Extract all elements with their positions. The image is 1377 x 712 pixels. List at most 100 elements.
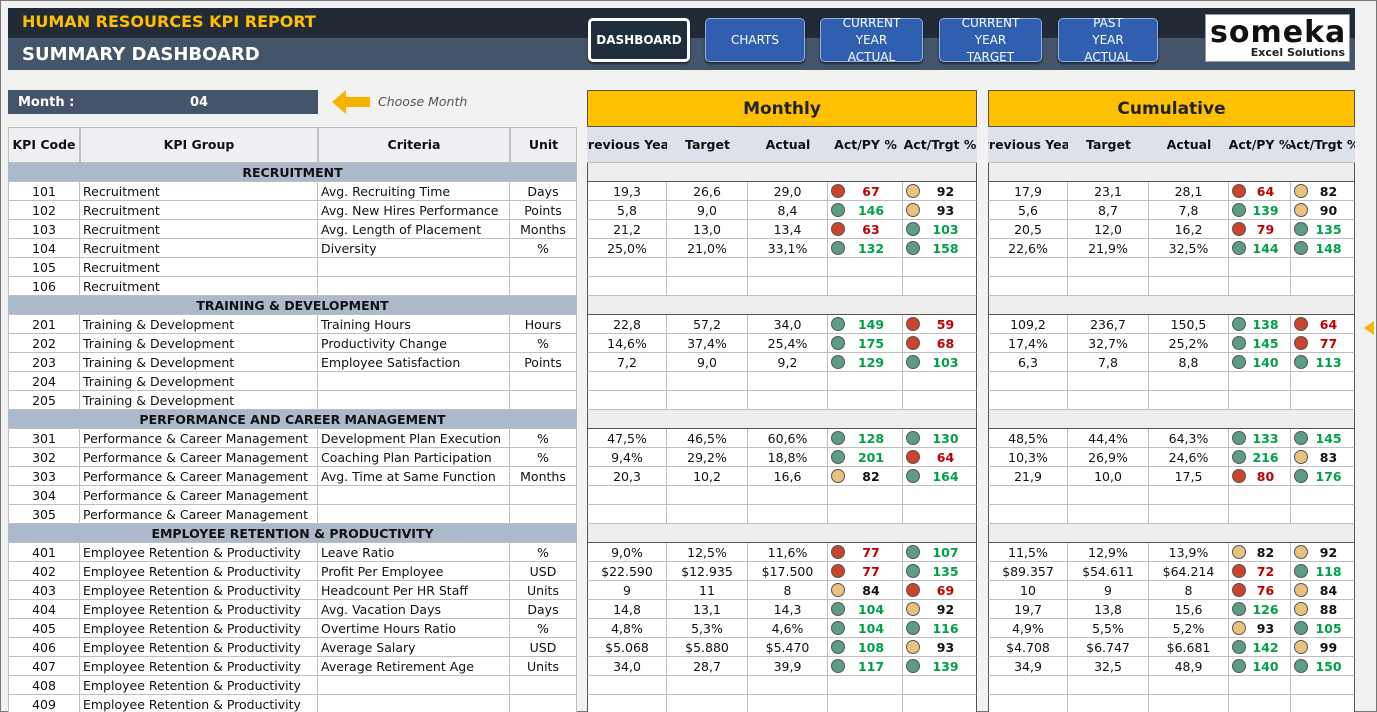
nav-button[interactable]: CHARTS (705, 18, 805, 62)
status-dot (831, 621, 845, 635)
cell-monthly: 92 (903, 600, 977, 619)
cell-group: Performance & Career Management (80, 505, 318, 524)
cell-code: 408 (8, 676, 80, 695)
section-spacer (988, 163, 1355, 182)
cell-monthly: $5.470 (748, 638, 828, 657)
ratio-value: 93 (1256, 620, 1275, 636)
ratio-value: 99 (1319, 639, 1338, 655)
cell-cumulative (988, 391, 1068, 410)
cell-cumulative: 16,2 (1149, 220, 1229, 239)
cell-cumulative: 142 (1229, 638, 1291, 657)
status-dot (906, 317, 920, 331)
cell-cumulative: 145 (1291, 429, 1355, 448)
nav-button[interactable]: DASHBOARD (588, 18, 690, 62)
cell-cumulative: 135 (1291, 220, 1355, 239)
cell-code: 304 (8, 486, 80, 505)
ratio-value: 201 (857, 449, 885, 465)
cell-monthly: 57,2 (667, 315, 748, 334)
cell-monthly (667, 486, 748, 505)
status-dot (1294, 602, 1308, 616)
cell-monthly: 103 (903, 353, 977, 372)
cell-cumulative (988, 695, 1068, 712)
nav-button[interactable]: CURRENT YEAR TARGET (939, 16, 1042, 64)
cell-unit: Hours (510, 315, 577, 334)
cell-cumulative (1149, 505, 1229, 524)
cell-cumulative: 82 (1229, 543, 1291, 562)
ratio-value: 92 (1319, 544, 1338, 560)
ratio-value: 64 (1319, 316, 1338, 332)
cell-cumulative: 21,9 (988, 467, 1068, 486)
status-dot (906, 621, 920, 635)
cell-monthly (903, 391, 977, 410)
cell-cumulative: 13,9% (1149, 543, 1229, 562)
cell-code: 303 (8, 467, 80, 486)
cell-cumulative: 7,8 (1149, 201, 1229, 220)
cell-cumulative (1229, 486, 1291, 505)
column-header-text: Target (685, 136, 730, 152)
cell-cumulative: 21,9% (1068, 239, 1149, 258)
cell-code: 406 (8, 638, 80, 657)
cell-cumulative: $89.357 (988, 562, 1068, 581)
status-dot (1232, 241, 1246, 255)
cell-code: 302 (8, 448, 80, 467)
nav-button[interactable]: PAST YEAR ACTUAL (1058, 16, 1158, 64)
section-header: EMPLOYEE RETENTION & PRODUCTIVITY (8, 524, 577, 543)
cell-monthly: 21,2 (587, 220, 667, 239)
cell-monthly (828, 391, 903, 410)
cell-monthly: 132 (828, 239, 903, 258)
column-header: Criteria (318, 127, 510, 163)
cell-monthly (587, 486, 667, 505)
cell-group: Performance & Career Management (80, 448, 318, 467)
cell-code: 201 (8, 315, 80, 334)
status-dot (906, 336, 920, 350)
cell-cumulative: 77 (1291, 334, 1355, 353)
status-dot (1294, 184, 1308, 198)
ratio-value: 93 (936, 639, 955, 655)
cell-group: Recruitment (80, 220, 318, 239)
ratio-value: 104 (857, 620, 885, 636)
cell-monthly: 13,1 (667, 600, 748, 619)
column-header-text: Act/Trgt % (903, 136, 977, 152)
status-dot (906, 184, 920, 198)
logo-name: someka (1210, 15, 1347, 50)
status-dot (906, 241, 920, 255)
cell-monthly: 11 (667, 581, 748, 600)
status-dot (1294, 203, 1308, 217)
cell-unit: Months (510, 220, 577, 239)
cell-monthly: 8 (748, 581, 828, 600)
cell-group: Employee Retention & Productivity (80, 676, 318, 695)
cell-cumulative (1291, 505, 1355, 524)
cell-monthly: 9,2 (748, 353, 828, 372)
cell-monthly (903, 695, 977, 712)
cell-monthly (903, 372, 977, 391)
ratio-value: 135 (1315, 221, 1342, 237)
ratio-value: 148 (1315, 240, 1342, 256)
cell-criteria: Coaching Plan Participation (318, 448, 510, 467)
column-header-text: Previous Year (988, 136, 1068, 152)
cell-monthly (748, 676, 828, 695)
cell-monthly: 28,7 (667, 657, 748, 676)
cell-cumulative (1068, 676, 1149, 695)
cell-criteria: Average Salary (318, 638, 510, 657)
nav-button[interactable]: CURRENT YEAR ACTUAL (820, 16, 923, 64)
cell-monthly (587, 505, 667, 524)
cell-cumulative (1068, 391, 1149, 410)
cell-cumulative (988, 676, 1068, 695)
cell-monthly: 25,4% (748, 334, 828, 353)
ratio-value: 158 (932, 240, 959, 256)
cell-monthly: 14,6% (587, 334, 667, 353)
cell-monthly: 10,2 (667, 467, 748, 486)
cell-group: Recruitment (80, 277, 318, 296)
status-dot (831, 469, 845, 483)
cell-unit: % (510, 448, 577, 467)
cell-monthly: 9,4% (587, 448, 667, 467)
cell-cumulative (1149, 277, 1229, 296)
month-value[interactable]: 04 (190, 95, 209, 110)
group-title: Monthly (587, 90, 977, 127)
cell-cumulative: 144 (1229, 239, 1291, 258)
cell-monthly: 175 (828, 334, 903, 353)
cell-cumulative: 26,9% (1068, 448, 1149, 467)
cell-monthly: 4,6% (748, 619, 828, 638)
cell-group: Employee Retention & Productivity (80, 657, 318, 676)
